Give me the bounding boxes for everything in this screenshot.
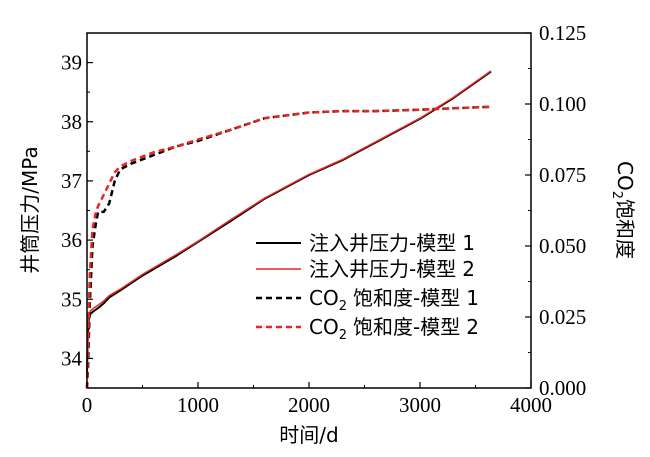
legend-label-2: 注入井压力-模型 2 xyxy=(309,257,475,281)
x-tick-label: 0 xyxy=(82,393,93,417)
y-right-title-co: CO xyxy=(613,161,637,191)
x-tick-label: 4000 xyxy=(510,393,552,417)
series-line-2 xyxy=(86,70,492,377)
legend-label-4-co: CO xyxy=(309,315,339,339)
y-right-title-subscript: 2 xyxy=(609,191,624,199)
plot-lines xyxy=(85,70,492,389)
legend-label-1-text: 注入井压力-模型 xyxy=(309,231,456,255)
y-right-tick-label: 0.025 xyxy=(539,305,586,329)
series-line-4 xyxy=(85,105,492,389)
legend-label-3: CO2 饱和度-模型 1 xyxy=(309,286,479,314)
y-left-tick-label: 39 xyxy=(61,51,82,75)
legend-label-1: 注入井压力-模型 1 xyxy=(309,231,475,255)
x-tick-label: 1000 xyxy=(177,393,219,417)
y-left-axis-title: 井筒压力/MPa xyxy=(18,146,42,273)
legend-label-3-index: 1 xyxy=(466,286,479,310)
legend-label-4-text: 饱和度-模型 xyxy=(353,315,460,339)
x-axis-title: 时间/d xyxy=(279,423,338,447)
x-tick-label: 2000 xyxy=(288,393,330,417)
legend-label-2-index: 2 xyxy=(462,257,475,281)
legend-label-3-text: 饱和度-模型 xyxy=(353,286,460,310)
legend-label-2-text: 注入井压力-模型 xyxy=(309,257,456,281)
y-right-tick-label: 0.075 xyxy=(539,163,586,187)
y-left-tick-label: 35 xyxy=(61,287,82,311)
axis-ticks xyxy=(86,32,532,389)
legend-label-3-co: CO xyxy=(309,286,339,310)
y-right-title-suffix: 饱和度 xyxy=(613,199,637,259)
legend-label-4-subscript: 2 xyxy=(339,328,347,343)
y-right-tick-label: 0.050 xyxy=(539,234,586,258)
y-left-tick-label: 34 xyxy=(61,346,83,370)
y-left-tick-label: 38 xyxy=(61,110,82,134)
legend-label-4: CO2 饱和度-模型 2 xyxy=(309,315,479,343)
axis-tick-labels: 0 1000 2000 3000 4000 34 35 36 37 38 39 0.000 0.025 0… xyxy=(61,21,586,417)
x-tick-label: 3000 xyxy=(399,393,441,417)
legend-label-1-index: 1 xyxy=(462,231,475,255)
y-left-tick-label: 36 xyxy=(61,228,82,252)
y-right-tick-label: 0.000 xyxy=(539,376,586,400)
legend-label-3-subscript: 2 xyxy=(339,299,347,314)
y-right-tick-label: 0.125 xyxy=(539,21,586,45)
series-line-3 xyxy=(85,105,492,389)
y-right-axis-title: CO2饱和度 xyxy=(609,161,637,259)
y-left-tick-label: 37 xyxy=(61,169,82,193)
legend-label-4-index: 2 xyxy=(466,315,479,339)
y-right-tick-label: 0.100 xyxy=(539,92,586,116)
legend: 注入井压力-模型 1 注入井压力-模型 2 CO2 饱和度-模型 1 CO2 饱和度-模型… xyxy=(256,231,479,343)
